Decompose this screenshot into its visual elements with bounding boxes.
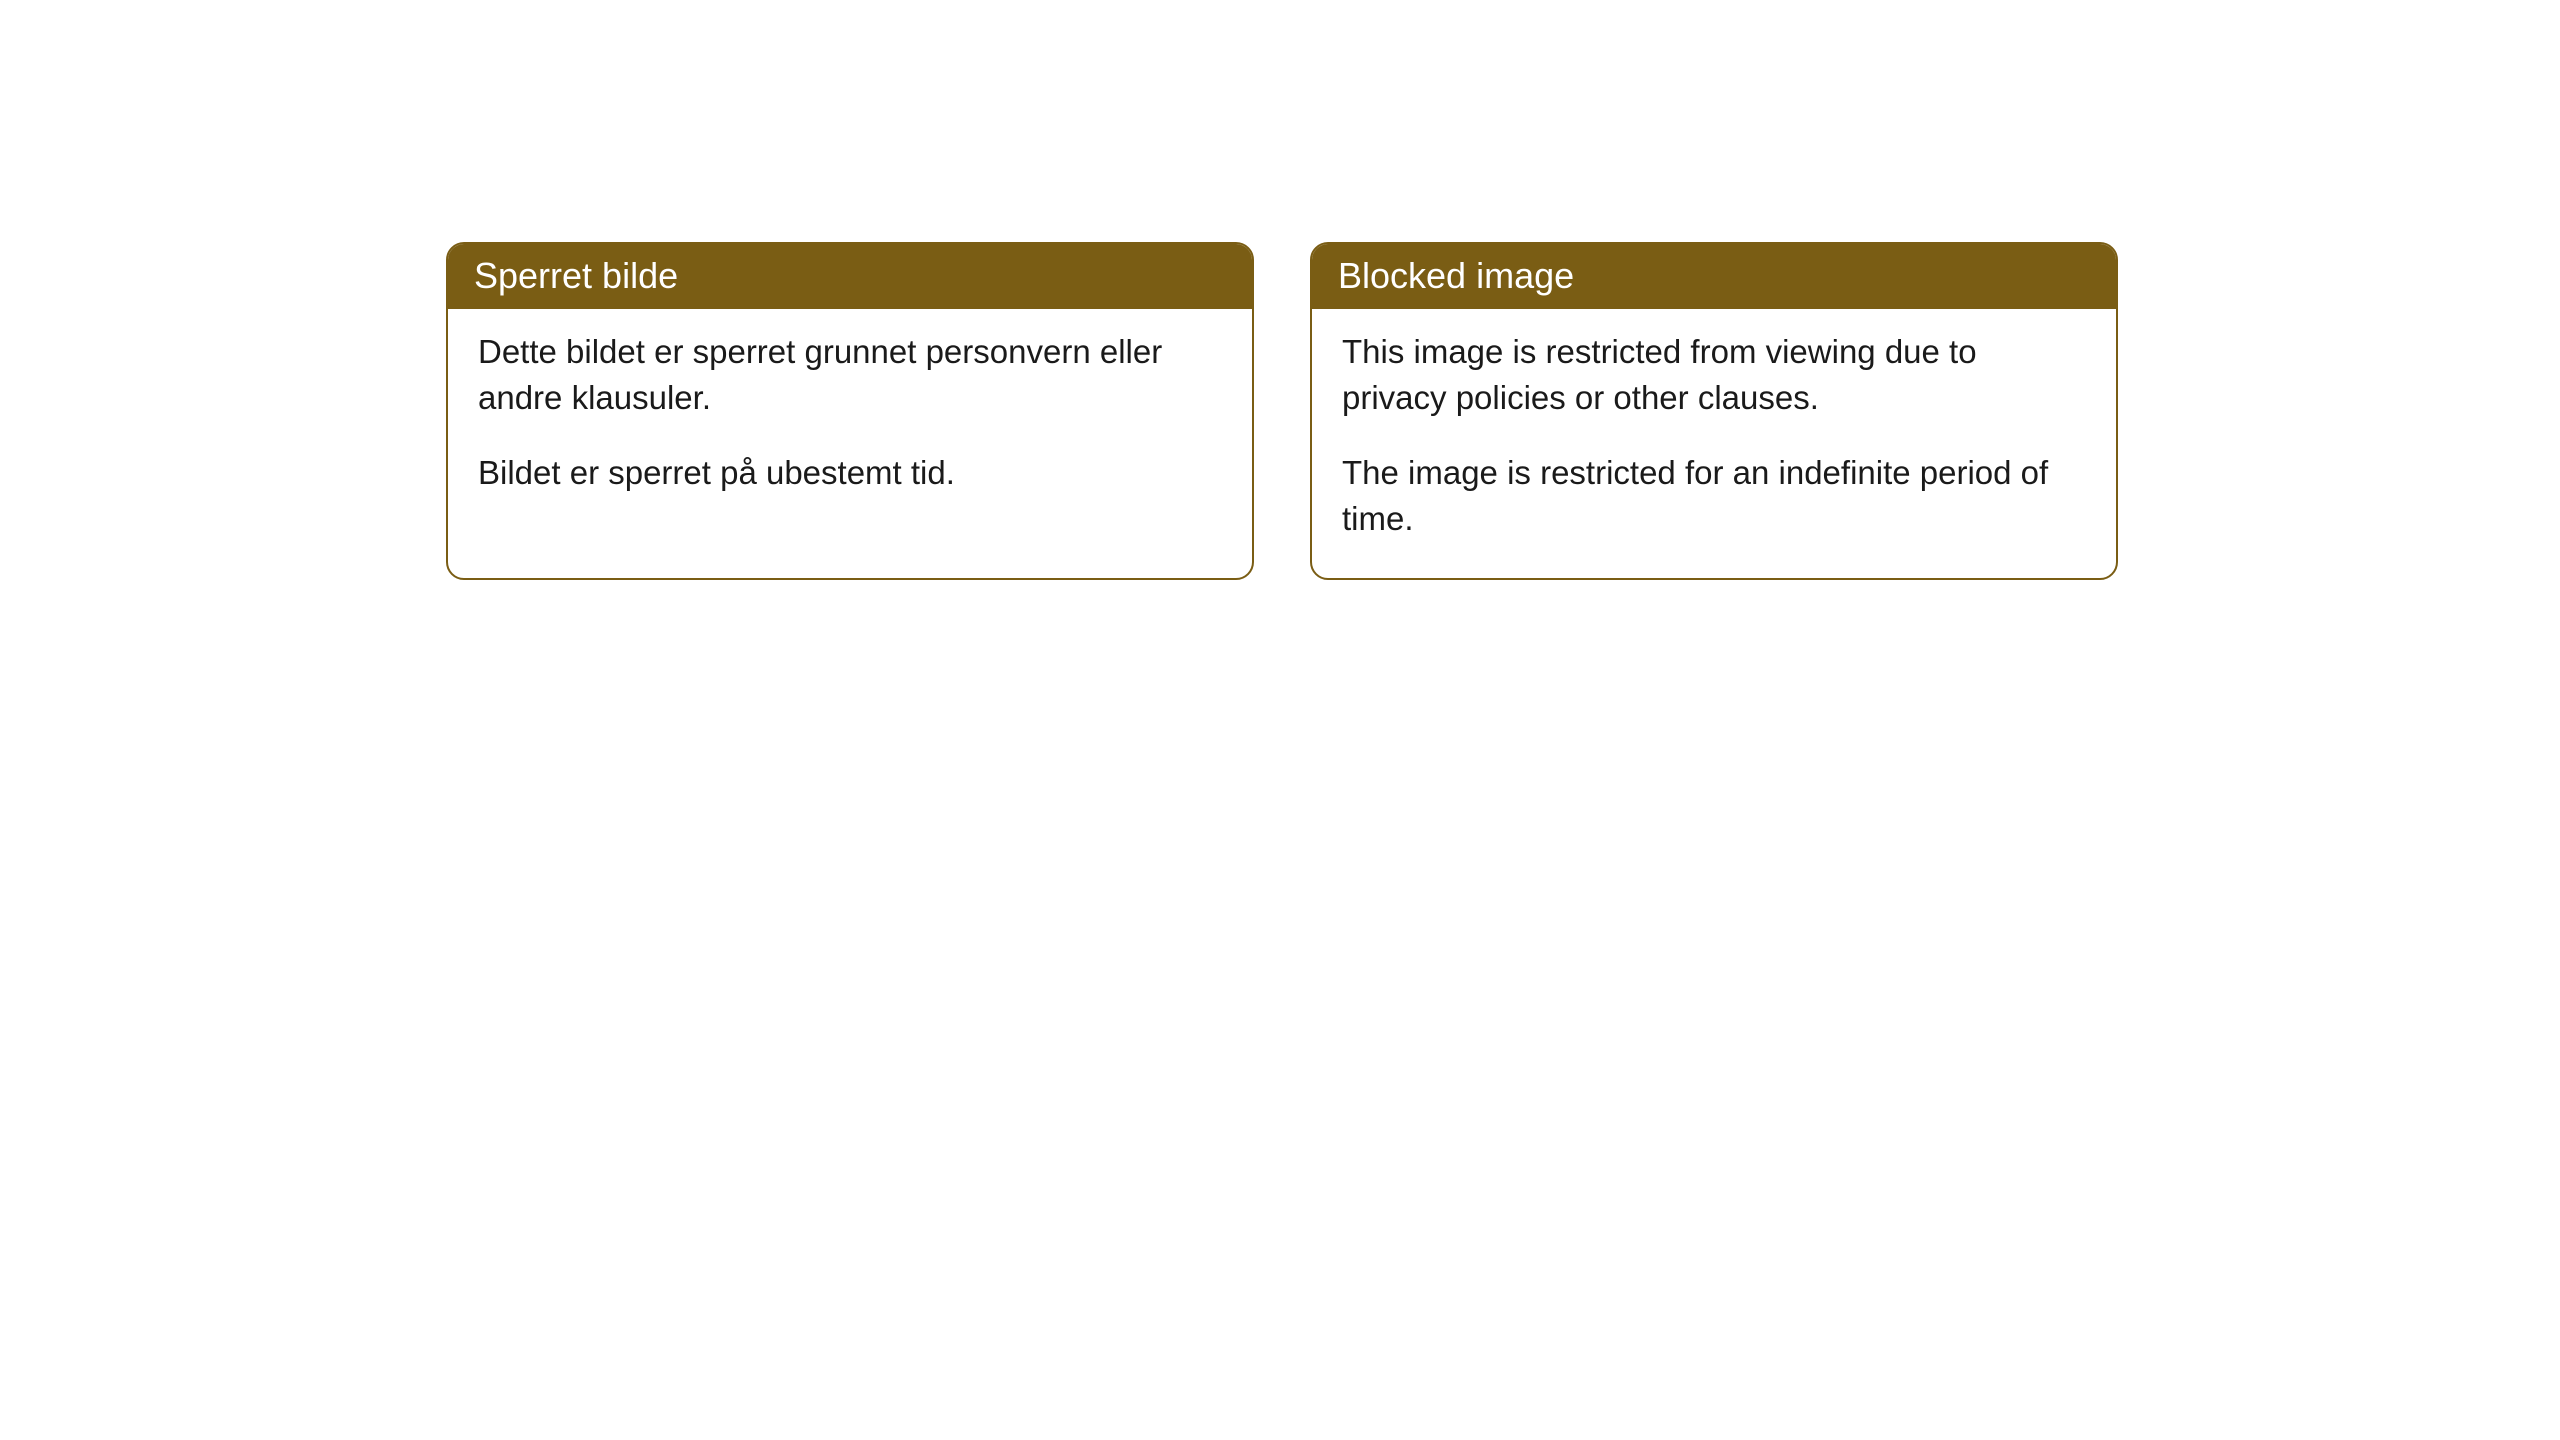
notice-container: Sperret bilde Dette bildet er sperret gr… [446,242,2118,580]
notice-body-norwegian: Dette bildet er sperret grunnet personve… [448,309,1252,532]
notice-paragraph: This image is restricted from viewing du… [1342,329,2086,421]
notice-body-english: This image is restricted from viewing du… [1312,309,2116,578]
notice-header-english: Blocked image [1312,244,2116,309]
notice-header-norwegian: Sperret bilde [448,244,1252,309]
notice-paragraph: Bildet er sperret på ubestemt tid. [478,450,1222,496]
notice-paragraph: Dette bildet er sperret grunnet personve… [478,329,1222,421]
notice-card-norwegian: Sperret bilde Dette bildet er sperret gr… [446,242,1254,580]
notice-card-english: Blocked image This image is restricted f… [1310,242,2118,580]
notice-paragraph: The image is restricted for an indefinit… [1342,450,2086,542]
